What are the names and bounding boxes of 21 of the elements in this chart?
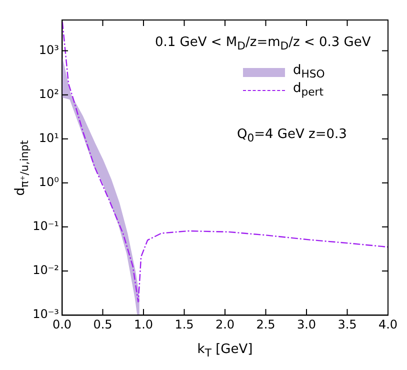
x-tick-label: 3.5 — [338, 317, 357, 332]
annotation: Q$_{0}$=4 GeV z=0.3 — [237, 127, 347, 145]
y-tick-label: 10⁻¹ — [32, 219, 60, 234]
y-tick-label: 10⁻² — [32, 263, 60, 278]
x-tick-label: 2.5 — [256, 317, 276, 332]
x-tick-label: 4.0 — [378, 317, 398, 332]
x-tick-label: 0.5 — [93, 317, 112, 332]
x-tick-label: 1.0 — [134, 317, 154, 332]
x-tick-label: 0.0 — [52, 317, 72, 332]
line-series — [62, 21, 388, 302]
y-tick-label: 10³ — [38, 42, 60, 57]
legend-label: d$_{HSO}$ — [293, 63, 325, 81]
x-axis-title: k$_{T}$ [GeV] — [197, 342, 253, 360]
x-tick-label: 1.5 — [174, 317, 194, 332]
y-tick-label: 10⁰ — [38, 175, 60, 190]
x-tick-label: 3.0 — [296, 317, 316, 332]
legend-label: d$_{pert}$ — [293, 81, 324, 99]
x-tick-label: 2.0 — [215, 317, 235, 332]
annotation: 0.1 GeV < M$_{D}$/z=m$_{D}$/z < 0.3 GeV — [155, 35, 371, 53]
y-tick-label: 10¹ — [38, 130, 60, 145]
y-tick-label: 10² — [38, 86, 60, 101]
